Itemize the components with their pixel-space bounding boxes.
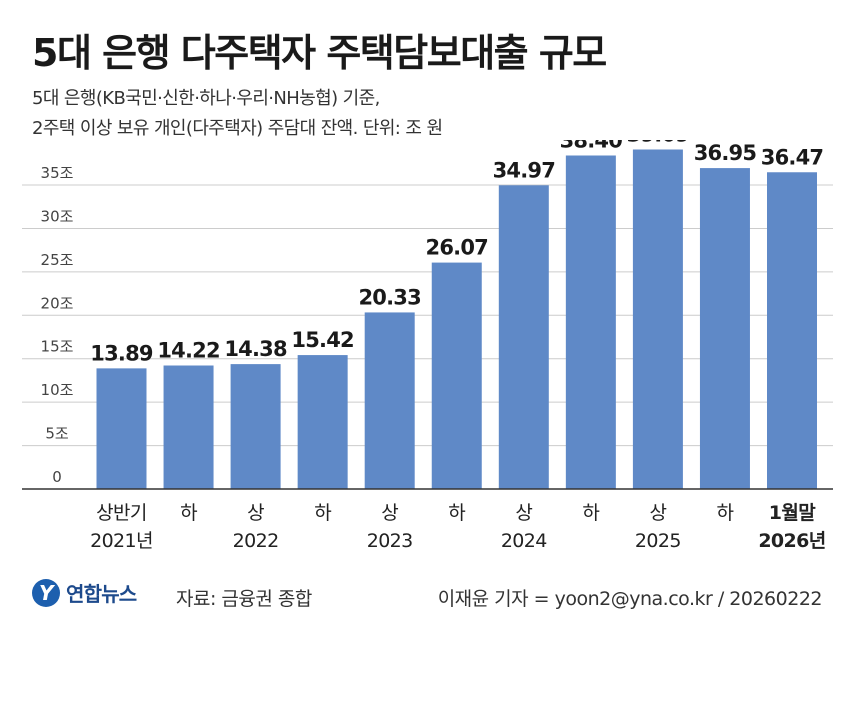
reporter-credit: 이재윤 기자 = yoon2@yna.co.kr / 20260222: [437, 588, 823, 610]
y-tick-label: 25조: [41, 251, 74, 269]
x-tick-label: 상: [649, 502, 666, 524]
x-tick-label: 상: [381, 502, 398, 524]
x-tick-label: 2025: [635, 530, 681, 552]
yonhap-logo-text: 연합뉴스: [66, 582, 137, 606]
bar: [431, 262, 482, 489]
data-label: 34.97: [493, 158, 555, 182]
y-tick-label: 15조: [41, 338, 74, 356]
y-tick-label: 30조: [41, 207, 74, 225]
x-tick-label: 2026년: [758, 530, 825, 552]
x-tick-label: 하: [448, 502, 465, 524]
x-tick-label: 2022: [233, 530, 279, 552]
bar: [96, 368, 147, 489]
source-note: 자료: 금융권 종합: [176, 588, 312, 610]
data-label: 20.33: [358, 285, 420, 309]
chart-subtitle-line2: 2주택 이상 보유 개인(다주택자) 주담대 잔액. 단위: 조 원: [32, 118, 443, 139]
y-tick-label: 5조: [45, 425, 69, 443]
yonhap-logo-icon: Y: [32, 578, 60, 607]
x-tick-label: 2021년: [90, 530, 153, 552]
x-tick-label: 상: [515, 502, 532, 524]
data-label: 13.89: [90, 341, 153, 365]
chart-subtitle-line1: 5대 은행(KB국민·신한·하나·우리·NH농협) 기준,: [32, 88, 380, 109]
bar: [767, 172, 817, 489]
bar: [297, 355, 348, 489]
x-tick-label: 2023: [367, 530, 413, 552]
x-tick-label: 하: [717, 502, 734, 524]
x-tick-label: 1월말: [769, 502, 817, 524]
data-label: 14.22: [157, 338, 219, 362]
y-tick-label: 35조: [41, 164, 74, 182]
bar: [699, 168, 750, 490]
bar: [498, 185, 549, 489]
x-tick-label: 상: [247, 502, 264, 524]
data-label: 36.95: [694, 141, 757, 165]
x-tick-label: 상반기: [96, 502, 147, 524]
bar: [565, 155, 616, 489]
x-tick-label: 하: [582, 502, 599, 524]
x-tick-label: 하: [180, 502, 197, 524]
chart-title: 5대 은행 다주택자 주택담보대출 규모: [32, 31, 607, 75]
bar: [163, 365, 214, 489]
bar: [230, 364, 281, 489]
data-label: 14.38: [224, 337, 287, 361]
data-label: 15.42: [291, 328, 353, 352]
y-tick-label: 0: [52, 468, 62, 486]
x-tick-label: 하: [314, 502, 331, 524]
bar: [364, 312, 415, 489]
bar: [632, 149, 683, 489]
data-label: 26.07: [426, 236, 488, 260]
data-label: 36.47: [761, 145, 823, 169]
data-label: 39.09: [627, 140, 690, 147]
yonhap-logo: Y 연합뉴스: [32, 578, 137, 607]
y-tick-label: 20조: [41, 294, 74, 312]
x-tick-label: 2024: [501, 530, 547, 552]
y-tick-label: 10조: [41, 381, 74, 399]
data-label: 38.40: [560, 140, 623, 152]
bar-chart: 0 5조 10조 15조 20조 25조 30조 35조 13.89 상반기 2021년 14.22 하…: [22, 140, 833, 552]
